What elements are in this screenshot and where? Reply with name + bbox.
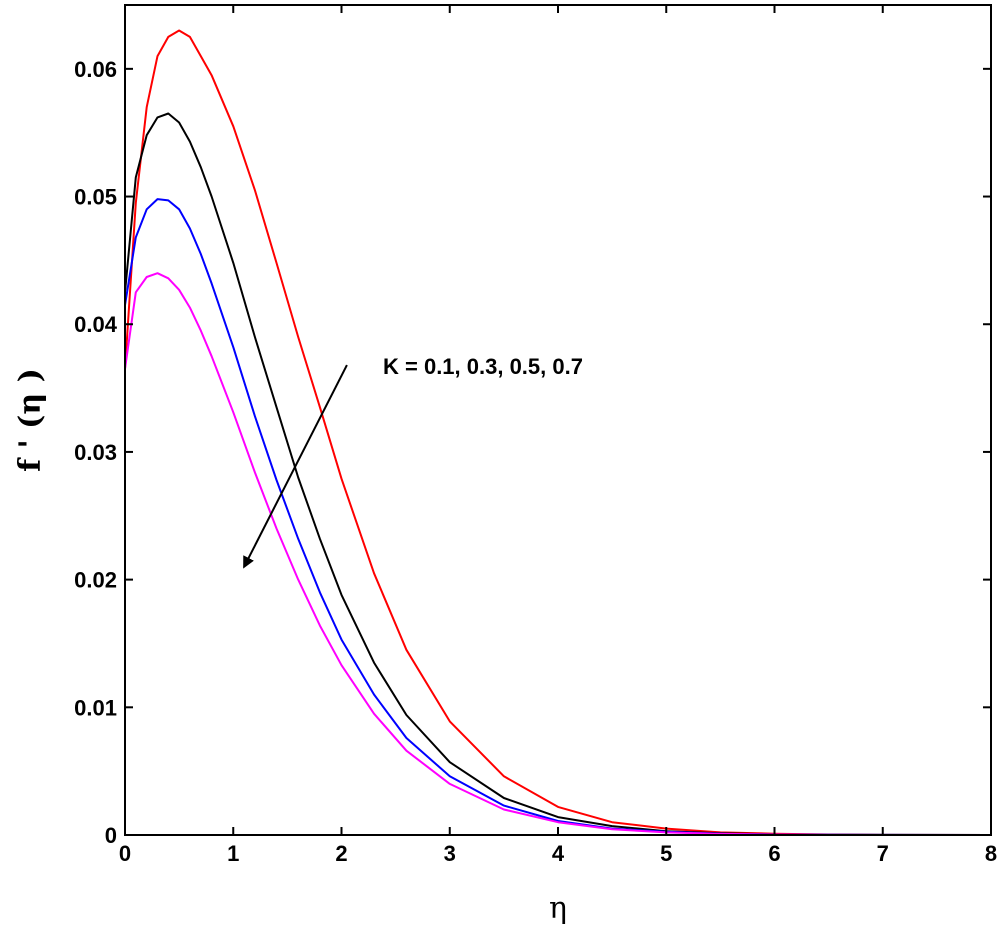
x-tick-label: 5 <box>660 841 672 866</box>
series-line-4 <box>124 272 991 836</box>
x-tick-label: 3 <box>444 841 456 866</box>
series-line-1 <box>124 29 992 836</box>
x-tick-label: 1 <box>227 841 239 866</box>
annotation-label: K = 0.1, 0.3, 0.5, 0.7 <box>383 354 583 379</box>
y-axis-title: f ' (η ) <box>13 368 48 472</box>
x-tick-label: 0 <box>119 841 131 866</box>
x-tick-label: 6 <box>768 841 780 866</box>
y-tick-label: 0.01 <box>74 695 117 720</box>
x-tick-label: 7 <box>877 841 889 866</box>
series-layer <box>124 29 992 836</box>
x-tick-label: 2 <box>335 841 347 866</box>
y-tick-label: 0.04 <box>74 312 118 337</box>
y-tick-label: 0.02 <box>74 568 117 593</box>
y-tick-label: 0 <box>105 823 117 848</box>
y-tick-label: 0.05 <box>74 185 117 210</box>
x-tick-label: 4 <box>552 841 565 866</box>
y-tick-label: 0.03 <box>74 440 117 465</box>
ticks-layer: 0 1 2 3 4 5 6 7 8 0 0.01 0.02 0.03 0.04 0.05 0.06 <box>74 5 997 866</box>
x-tick-label: 8 <box>985 841 997 866</box>
series-line-3 <box>124 198 992 836</box>
x-axis-title: η <box>549 891 567 926</box>
annotation-arrow <box>243 364 348 569</box>
annotation-layer: K = 0.1, 0.3, 0.5, 0.7 <box>243 354 583 569</box>
plot-frame <box>124 4 992 836</box>
y-tick-label: 0.06 <box>74 57 117 82</box>
